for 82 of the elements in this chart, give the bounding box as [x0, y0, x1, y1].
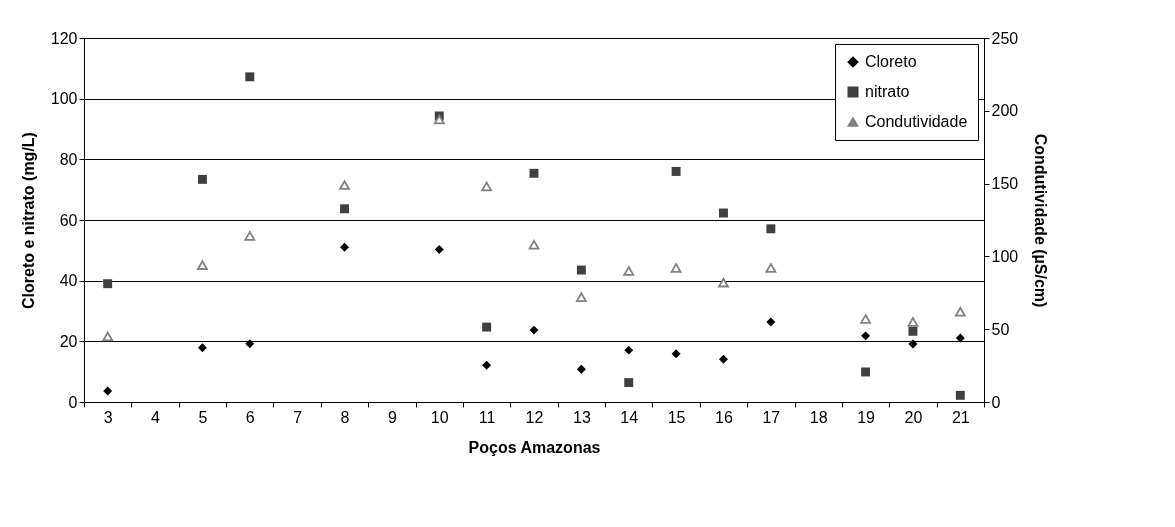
- point: [434, 244, 444, 254]
- point: [103, 386, 113, 396]
- point: [670, 263, 682, 273]
- point: [908, 326, 918, 336]
- point: [482, 360, 492, 370]
- x-tick-label: 3: [103, 408, 113, 426]
- point: [719, 208, 728, 218]
- x-tick-label: 9: [387, 408, 397, 426]
- y2-tick-label: 50: [991, 320, 1010, 338]
- point: [671, 166, 681, 176]
- x-axis-title: Poços Amazonas: [468, 438, 601, 456]
- x-tick-label: 7: [293, 408, 303, 426]
- y2-tick-label: 200: [991, 102, 1019, 120]
- point: [623, 266, 635, 276]
- point: [197, 174, 207, 184]
- x-tick-label: 6: [245, 408, 255, 426]
- point: [955, 333, 965, 343]
- point: [244, 231, 256, 241]
- point: [719, 354, 728, 364]
- point: [340, 242, 349, 252]
- x-tick-label: 14: [620, 408, 639, 426]
- point: [907, 317, 919, 327]
- x-tick-label: 16: [715, 408, 733, 426]
- point: [766, 224, 776, 234]
- point: [576, 265, 586, 275]
- legend-label: Condutividade: [865, 113, 968, 130]
- point: [624, 345, 634, 355]
- x-tick-label: 11: [478, 408, 496, 426]
- point: [482, 322, 492, 332]
- y-tick-label: 80: [59, 150, 78, 168]
- point: [954, 306, 966, 317]
- x-tick-label: 8: [340, 408, 350, 426]
- x-tick-label: 13: [572, 408, 591, 426]
- point: [955, 390, 965, 400]
- y-tick-label: 100: [50, 90, 78, 108]
- point: [528, 239, 540, 250]
- point: [529, 168, 539, 178]
- x-tick-label: 20: [904, 408, 923, 426]
- y2-tick-label: 100: [991, 247, 1019, 265]
- point: [197, 343, 207, 353]
- x-tick-label: 15: [667, 408, 686, 426]
- point: [765, 263, 777, 273]
- point: [576, 292, 587, 302]
- point: [245, 339, 255, 349]
- x-tick-label: 18: [809, 408, 828, 426]
- x-tick-label: 21: [951, 408, 970, 426]
- point: [245, 72, 255, 82]
- x-tick-label: 4: [151, 408, 161, 426]
- x-tick-label: 19: [857, 408, 876, 426]
- y2-tick-label: 250: [991, 29, 1019, 47]
- x-tick-label: 17: [762, 408, 781, 426]
- y-tick-label: 20: [59, 332, 78, 350]
- y-tick-label: 60: [59, 211, 78, 229]
- y2-tick-label: 150: [991, 175, 1019, 193]
- point: [339, 180, 350, 190]
- y-tick-label: 0: [68, 393, 78, 411]
- point: [433, 114, 445, 125]
- point: [529, 325, 539, 335]
- point: [861, 331, 871, 341]
- point: [103, 279, 113, 289]
- point: [576, 364, 586, 374]
- point: [197, 260, 208, 270]
- y-tick-label: 40: [59, 272, 78, 290]
- point: [481, 181, 492, 192]
- y2-tick-label: 0: [991, 393, 1001, 411]
- legend-label: Cloreto: [865, 53, 917, 70]
- point: [860, 314, 871, 324]
- legend-label: nitrato: [865, 83, 910, 100]
- point: [624, 378, 634, 388]
- x-tick-label: 12: [525, 408, 544, 426]
- y-axis-title: Cloreto e nitrato (mg/L): [19, 132, 37, 309]
- point: [340, 204, 349, 214]
- point: [766, 317, 776, 327]
- y-tick-label: 120: [50, 29, 78, 47]
- point: [908, 339, 918, 349]
- point: [102, 331, 114, 342]
- x-tick-label: 10: [430, 408, 449, 426]
- y2-axis-title: Condutividade (µS/cm): [1032, 133, 1050, 308]
- point: [718, 277, 729, 288]
- x-tick-label: 5: [198, 408, 208, 426]
- point: [861, 367, 871, 377]
- point: [671, 349, 681, 359]
